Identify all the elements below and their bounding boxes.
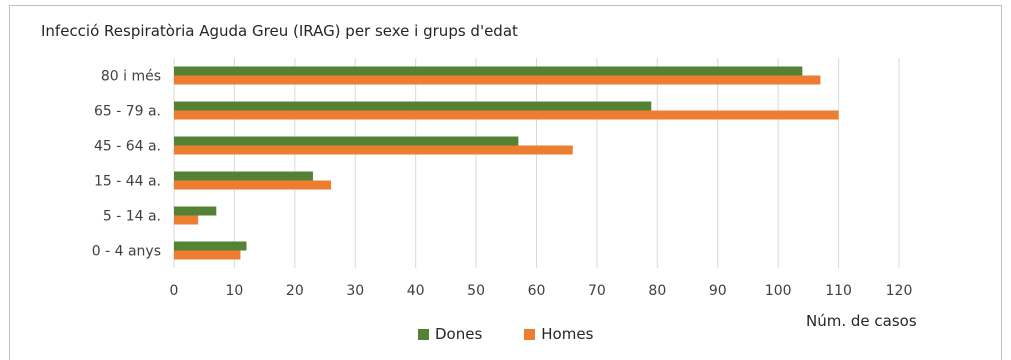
bar-dones [174,171,313,181]
x-tick-label: 120 [886,283,913,299]
bar-homes [174,215,199,225]
category-label: 15 - 44 a. [94,174,161,190]
category-labels: 80 i més 65 - 79 a. 45 - 64 a. 15 - 44 a. 5 … [92,69,161,260]
x-tick-label: 110 [825,283,852,299]
bar-homes [174,110,839,120]
bar-homes [174,250,241,260]
x-tick-label: 100 [765,283,792,299]
bar-dones [174,206,217,216]
x-tick-label: 50 [467,283,485,299]
category-label: 5 - 14 a. [103,209,161,225]
category-label: 80 i més [101,69,161,85]
category-label: 0 - 4 anys [92,244,161,260]
bar-dones [174,66,803,76]
x-tick-label: 30 [346,283,364,299]
bar-dones [174,136,519,146]
legend-swatch-homes [524,328,536,340]
legend: Dones Homes [418,325,635,343]
bar-homes [174,145,573,155]
legend-label-homes: Homes [541,325,594,343]
category-label: 45 - 64 a. [94,139,161,155]
x-tick-label: 60 [528,283,546,299]
x-axis-title: Núm. de casos [806,312,917,330]
x-tick-label: 70 [588,283,606,299]
legend-item-homes: Homes [524,325,593,343]
x-tick-label: 80 [648,283,666,299]
bar-dones [174,241,247,251]
x-tick-label: 20 [286,283,304,299]
bar-homes [174,180,332,190]
legend-item-dones: Dones [418,325,482,343]
legend-label-dones: Dones [435,325,483,343]
x-tick-label: 10 [226,283,244,299]
x-tick-labels: 0 10 20 30 40 50 60 70 80 90 100 110 120 [170,283,913,299]
chart-title: Infecció Respiratòria Aguda Greu (IRAG) … [41,22,518,40]
x-tick-label: 0 [170,283,179,299]
legend-swatch-dones [418,328,429,340]
bars [174,66,839,260]
category-label: 65 - 79 a. [94,104,161,120]
bar-dones [174,101,652,111]
x-tick-label: 40 [407,283,425,299]
gridlines [173,58,900,268]
x-tick-label: 90 [709,283,727,299]
bar-homes [174,75,821,85]
